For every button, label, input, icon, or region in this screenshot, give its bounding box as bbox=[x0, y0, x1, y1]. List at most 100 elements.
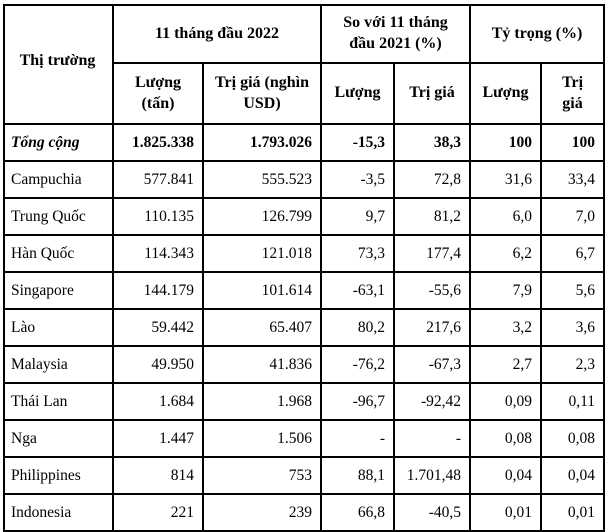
market-cell: Thái Lan bbox=[3, 382, 114, 421]
value-cell: 577.841 bbox=[112, 160, 204, 199]
value-cell: 38,3 bbox=[393, 123, 472, 162]
value-cell: 0,04 bbox=[469, 456, 543, 495]
value-cell: 0,08 bbox=[469, 419, 543, 458]
table-row: Singapore 144.179 101.614 -63,1 -55,6 7,9 5,6 bbox=[3, 271, 606, 310]
value-cell: 2,7 bbox=[469, 345, 543, 384]
value-cell: 41.836 bbox=[201, 345, 323, 384]
group-header-proportion: Tỷ trọng (%) bbox=[469, 4, 606, 64]
value-cell: 6,7 bbox=[540, 234, 606, 273]
table-row: Campuchia 577.841 555.523 -3,5 72,8 31,6 33,4 bbox=[3, 160, 606, 199]
table-row: Thái Lan 1.684 1.968 -96,7 -92,42 0,09 0,11 bbox=[3, 382, 606, 421]
trade-statistics-table: Thị trường 11 tháng đầu 2022 So với 11 t… bbox=[3, 4, 606, 532]
table-row: Lào 59.442 65.407 80,2 217,6 3,2 3,6 bbox=[3, 308, 606, 347]
value-cell: - bbox=[320, 419, 396, 458]
value-cell: 0,04 bbox=[540, 456, 606, 495]
table-row: Nga 1.447 1.506- -0,08 0,08 bbox=[3, 419, 606, 458]
value-cell: -15,3 bbox=[320, 123, 396, 162]
value-cell: 1.793.026 bbox=[201, 123, 323, 162]
table-body: Tổng cộng 1.825.338 1.793.026 -15,3 38,3 100 1… bbox=[3, 123, 606, 532]
value-cell: 126.799 bbox=[201, 197, 323, 236]
value-cell: 121.018 bbox=[201, 234, 323, 273]
group-header-vs-2021-label: So với 11 tháng đầu 2021 (%) bbox=[343, 14, 448, 52]
value-cell: 0,01 bbox=[540, 493, 606, 532]
value-cell: 0,08 bbox=[540, 419, 606, 458]
value-cell: 1.447 bbox=[112, 419, 204, 458]
table-row: Hàn Quốc 114.343 121.018 73,3 177,4 6,2 6,7 bbox=[3, 234, 606, 273]
value-cell: 0,11 bbox=[540, 382, 606, 421]
market-cell: Lào bbox=[3, 308, 114, 347]
value-cell: -96,7 bbox=[320, 382, 396, 421]
value-cell: 7,0 bbox=[540, 197, 606, 236]
value-cell: 1.825.338 bbox=[112, 123, 204, 162]
value-cell: 100 bbox=[469, 123, 543, 162]
value-cell: 7,9 bbox=[469, 271, 543, 310]
subheader-quantity-change: Lượng bbox=[320, 62, 396, 125]
value-cell: 59.442 bbox=[112, 308, 204, 347]
value-cell: - bbox=[393, 419, 472, 458]
value-cell: 5,6 bbox=[540, 271, 606, 310]
subheader-value-share: Trị giá bbox=[540, 62, 606, 125]
market-cell: Hàn Quốc bbox=[3, 234, 114, 273]
value-cell: 6,0 bbox=[469, 197, 543, 236]
group-header-row: Thị trường 11 tháng đầu 2022 So với 11 t… bbox=[3, 4, 606, 125]
value-cell: 49.950 bbox=[112, 345, 204, 384]
value-cell: 6,2 bbox=[469, 234, 543, 273]
value-cell: -67,3 bbox=[393, 345, 472, 384]
market-cell: Indonesia bbox=[3, 493, 114, 532]
value-cell: 1.684 bbox=[112, 382, 204, 421]
value-cell: 31,6 bbox=[469, 160, 543, 199]
value-cell: 65.407 bbox=[201, 308, 323, 347]
market-cell: Tổng cộng bbox=[3, 123, 114, 162]
value-cell: -55,6 bbox=[393, 271, 472, 310]
market-cell: Campuchia bbox=[3, 160, 114, 199]
value-cell: 3,6 bbox=[540, 308, 606, 347]
value-cell: 0,09 bbox=[469, 382, 543, 421]
value-cell: 177,4 bbox=[393, 234, 472, 273]
market-cell: Singapore bbox=[3, 271, 114, 310]
value-cell: 3,2 bbox=[469, 308, 543, 347]
value-cell: 1.701,48 bbox=[393, 456, 472, 495]
value-cell: 144.179 bbox=[112, 271, 204, 310]
value-cell: 110.135 bbox=[112, 197, 204, 236]
value-cell: 101.614 bbox=[201, 271, 323, 310]
table-row: Philippines 814 753 88,1 1.701,48 0,04 0,04 bbox=[3, 456, 606, 495]
value-cell: 73,3 bbox=[320, 234, 396, 273]
subheader-value-change: Trị giá bbox=[393, 62, 472, 125]
value-cell: 217,6 bbox=[393, 308, 472, 347]
value-cell: 100 bbox=[540, 123, 606, 162]
group-header-vs-2021: So với 11 tháng đầu 2021 (%) bbox=[320, 4, 472, 64]
value-cell: 80,2 bbox=[320, 308, 396, 347]
value-cell: 1.506 bbox=[201, 419, 323, 458]
value-cell: 81,2 bbox=[393, 197, 472, 236]
value-cell: -76,2 bbox=[320, 345, 396, 384]
subheader-quantity-tons: Lượng (tấn) bbox=[112, 62, 204, 125]
value-cell: 2,3 bbox=[540, 345, 606, 384]
value-cell: 9,7 bbox=[320, 197, 396, 236]
value-cell: 114.343 bbox=[112, 234, 204, 273]
value-cell: -3,5 bbox=[320, 160, 396, 199]
subheader-value-usd: Trị giá (nghìn USD) bbox=[201, 62, 323, 125]
value-cell: -40,5 bbox=[393, 493, 472, 532]
value-cell: 66,8 bbox=[320, 493, 396, 532]
market-cell: Philippines bbox=[3, 456, 114, 495]
value-cell: -63,1 bbox=[320, 271, 396, 310]
value-cell: 221 bbox=[112, 493, 204, 532]
value-cell: 1.968 bbox=[201, 382, 323, 421]
value-cell: 753 bbox=[201, 456, 323, 495]
value-cell: 33,4 bbox=[540, 160, 606, 199]
market-column-header: Thị trường bbox=[3, 4, 114, 125]
sub-header-row: Lượng (tấn) Trị giá (nghìn USD) Lượng Tr… bbox=[4, 62, 606, 125]
total-row: Tổng cộng 1.825.338 1.793.026 -15,3 38,3 100 1… bbox=[3, 123, 606, 162]
value-cell: -92,42 bbox=[393, 382, 472, 421]
value-cell: 555.523 bbox=[201, 160, 323, 199]
market-cell: Nga bbox=[3, 419, 114, 458]
value-cell: 814 bbox=[112, 456, 204, 495]
value-cell: 239 bbox=[201, 493, 323, 532]
table-row: Malaysia 49.950 41.836 -76,2 -67,3 2,7 2,3 bbox=[3, 345, 606, 384]
group-header-11-months-2022: 11 tháng đầu 2022 bbox=[111, 4, 323, 64]
table-row: Indonesia 221 239 66,8 -40,5 0,01 0,01 bbox=[3, 493, 606, 532]
table-header: Thị trường 11 tháng đầu 2022 So với 11 t… bbox=[3, 4, 606, 125]
market-cell: Trung Quốc bbox=[3, 197, 114, 236]
value-cell: 88,1 bbox=[320, 456, 396, 495]
subheader-quantity-share: Lượng bbox=[469, 62, 543, 125]
